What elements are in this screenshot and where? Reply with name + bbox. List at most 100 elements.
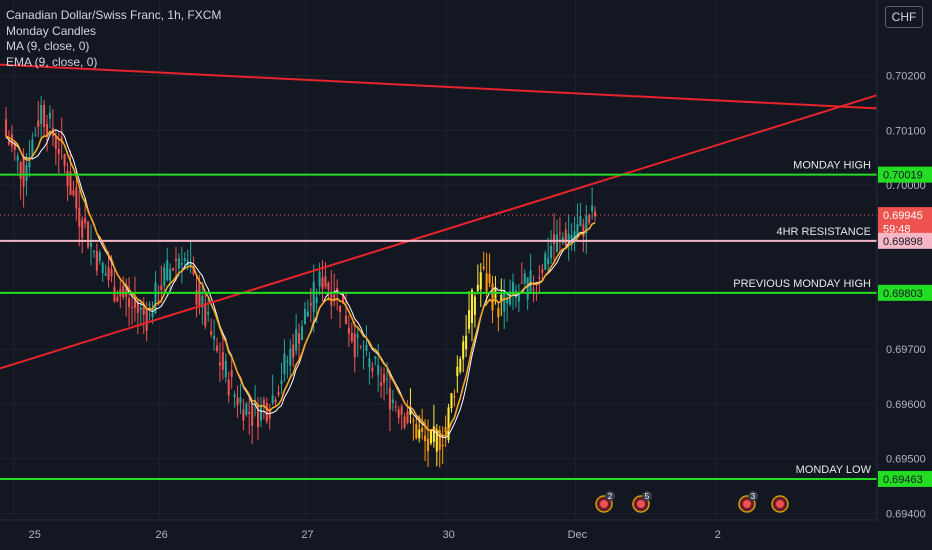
indicator-monday-candles[interactable]: Monday Candles <box>6 23 97 38</box>
candle-body <box>479 272 482 290</box>
level-label: PREVIOUS MONDAY HIGH <box>733 278 871 290</box>
candle-body <box>172 268 175 270</box>
candle-body <box>198 282 201 308</box>
candle-body <box>57 149 60 155</box>
candle-body <box>227 379 230 396</box>
symbol-title[interactable]: Canadian Dollar/Swiss Franc, 1h, FXCM <box>6 8 222 22</box>
candle-body <box>233 394 236 398</box>
candle-body <box>344 315 347 324</box>
level-label: 4HR RESISTANCE <box>776 226 871 238</box>
candle-body <box>421 427 424 432</box>
candle-body <box>529 270 532 292</box>
price-label-bg <box>878 166 932 183</box>
candle-body <box>544 253 547 270</box>
candle-body <box>239 397 242 404</box>
candle-body <box>169 268 172 281</box>
candle-body <box>48 112 51 119</box>
candle-body <box>224 361 227 378</box>
candle-body <box>174 259 178 262</box>
candle-body <box>66 170 69 187</box>
candle-body <box>277 392 280 395</box>
candle-body <box>25 165 28 181</box>
candle-body <box>204 304 207 327</box>
candle-body <box>95 250 98 271</box>
candle-body <box>470 289 474 324</box>
candle-body <box>116 296 119 302</box>
candle-body <box>303 308 306 325</box>
candle-body <box>520 282 523 284</box>
event-badge-dot <box>600 500 608 508</box>
plot-area: MONDAY HIGH 4HR RESISTANCE PREVIOUS MONDAY… <box>0 0 877 520</box>
candle-body <box>362 356 365 358</box>
candle-body <box>532 289 535 291</box>
candle-body <box>339 305 342 312</box>
candle-body <box>218 362 221 366</box>
candle-body <box>380 382 383 386</box>
candle-body <box>245 403 248 415</box>
candle-body <box>591 205 594 212</box>
candle-body <box>221 352 224 370</box>
candle-body <box>166 260 169 280</box>
candle-body <box>130 307 134 309</box>
level-label: MONDAY LOW <box>796 464 872 476</box>
candle-body <box>506 297 509 304</box>
candle-body <box>564 229 567 246</box>
candle-body <box>22 158 25 187</box>
candle-body <box>242 409 245 421</box>
candle-body <box>265 402 268 422</box>
event-badge-dot <box>776 500 784 508</box>
candle-body <box>435 430 438 452</box>
candle-body <box>523 273 526 284</box>
candle-body <box>142 306 145 315</box>
indicator-ma[interactable]: MA (9, close, 0) <box>6 39 90 53</box>
y-tick-label: 0.69500 <box>886 454 926 466</box>
candle-body <box>254 401 257 405</box>
price-label: 0.70019 <box>883 170 923 182</box>
indicator-ema[interactable]: EMA (9, close, 0) <box>6 54 98 69</box>
event-badge-count-bg <box>605 491 615 501</box>
candle-body <box>215 345 219 352</box>
candle-body <box>295 329 298 351</box>
candle-body <box>298 333 301 344</box>
candle-body <box>13 142 16 150</box>
x-tick-label: 26 <box>156 529 168 541</box>
candle-body <box>87 221 90 248</box>
event-badge-count: 3 <box>751 492 756 501</box>
candle-body <box>377 365 380 376</box>
candle-body <box>347 327 350 334</box>
candle-body <box>573 231 576 241</box>
candle-body <box>31 139 34 157</box>
candle-body <box>588 215 591 223</box>
candle-body <box>274 399 277 403</box>
candle-body <box>415 424 418 439</box>
currency-button[interactable]: CHF <box>885 6 923 28</box>
price-label-bg <box>878 284 932 301</box>
candle-body <box>183 258 186 262</box>
candle-body <box>283 353 286 375</box>
candle-body <box>89 242 93 247</box>
candle-body <box>594 211 597 217</box>
event-badge-count-bg <box>642 491 652 501</box>
candle-body <box>511 282 515 292</box>
candle-body <box>397 409 400 418</box>
candle-body <box>388 387 391 410</box>
candle-body <box>148 304 151 306</box>
candle-body <box>403 416 406 428</box>
event-badge-count: 5 <box>645 492 650 501</box>
candle-body <box>456 366 459 377</box>
candle-body <box>418 429 421 439</box>
price-label: 0.69945 <box>883 210 923 222</box>
candle-body <box>312 281 315 313</box>
candle-body <box>365 344 368 351</box>
candle-body <box>75 187 78 209</box>
candle-body <box>585 215 588 234</box>
candle-body <box>201 295 204 308</box>
candle-body <box>558 232 561 234</box>
candle-body <box>177 257 180 269</box>
candle-body <box>429 429 432 444</box>
candle-body <box>550 246 553 259</box>
candle-body <box>350 332 353 342</box>
event-badge-1: 5 <box>632 491 652 513</box>
